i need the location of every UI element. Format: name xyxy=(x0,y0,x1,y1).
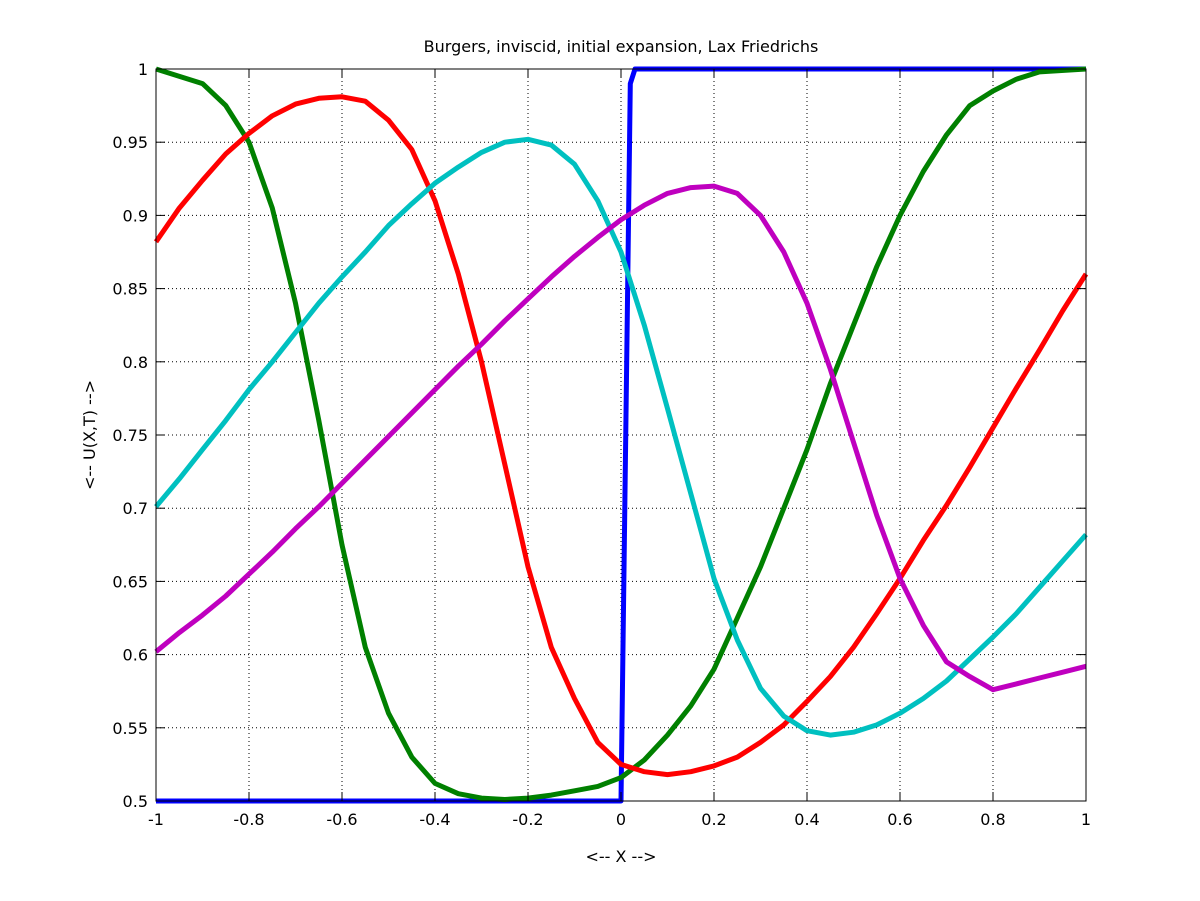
y-tick-label: 0.6 xyxy=(123,646,148,665)
y-tick-label: 0.5 xyxy=(123,792,148,811)
x-tick-label: 0.6 xyxy=(887,810,912,829)
y-axis-label: <-- U(X,T) --> xyxy=(80,380,99,490)
x-axis-label: <-- X --> xyxy=(585,847,656,866)
y-tick-label: 0.8 xyxy=(123,353,148,372)
y-tick-label: 0.75 xyxy=(112,426,148,445)
x-tick-label: -0.6 xyxy=(326,810,357,829)
x-tick-label: -0.2 xyxy=(512,810,543,829)
y-tick-label: 0.7 xyxy=(123,499,148,518)
series-line-5 xyxy=(154,183,1087,693)
x-tick-labels: -1 -0.8 -0.6 -0.4 -0.2 0 0.2 0.4 0.6 0.8 1 xyxy=(148,810,1091,829)
y-tick-label: 1 xyxy=(138,60,148,79)
series-line-3 xyxy=(153,94,1089,778)
axis-ticks xyxy=(155,68,1087,802)
x-tick-label: 0.8 xyxy=(980,810,1005,829)
y-tick-label: 0.55 xyxy=(112,719,148,738)
y-tick-label: 0.85 xyxy=(112,280,148,299)
x-tick-label: -0.4 xyxy=(419,810,450,829)
x-tick-label: -0.8 xyxy=(233,810,264,829)
x-tick-label: 0.2 xyxy=(701,810,726,829)
x-tick-label: 1 xyxy=(1081,810,1091,829)
series-line-4 xyxy=(154,136,1088,738)
y-tick-labels: 0.5 0.55 0.6 0.65 0.7 0.75 0.8 0.85 0.9 0.95 1 xyxy=(112,60,148,811)
x-tick-label: -1 xyxy=(148,810,164,829)
chart-title: Burgers, inviscid, initial expansion, La… xyxy=(424,37,819,56)
x-tick-label: 0.4 xyxy=(794,810,819,829)
x-tick-label: 0 xyxy=(616,810,626,829)
y-tick-label: 0.9 xyxy=(123,206,148,225)
y-tick-label: 0.65 xyxy=(112,572,148,591)
series-line-2 xyxy=(155,66,1087,802)
y-tick-label: 0.95 xyxy=(112,133,148,152)
